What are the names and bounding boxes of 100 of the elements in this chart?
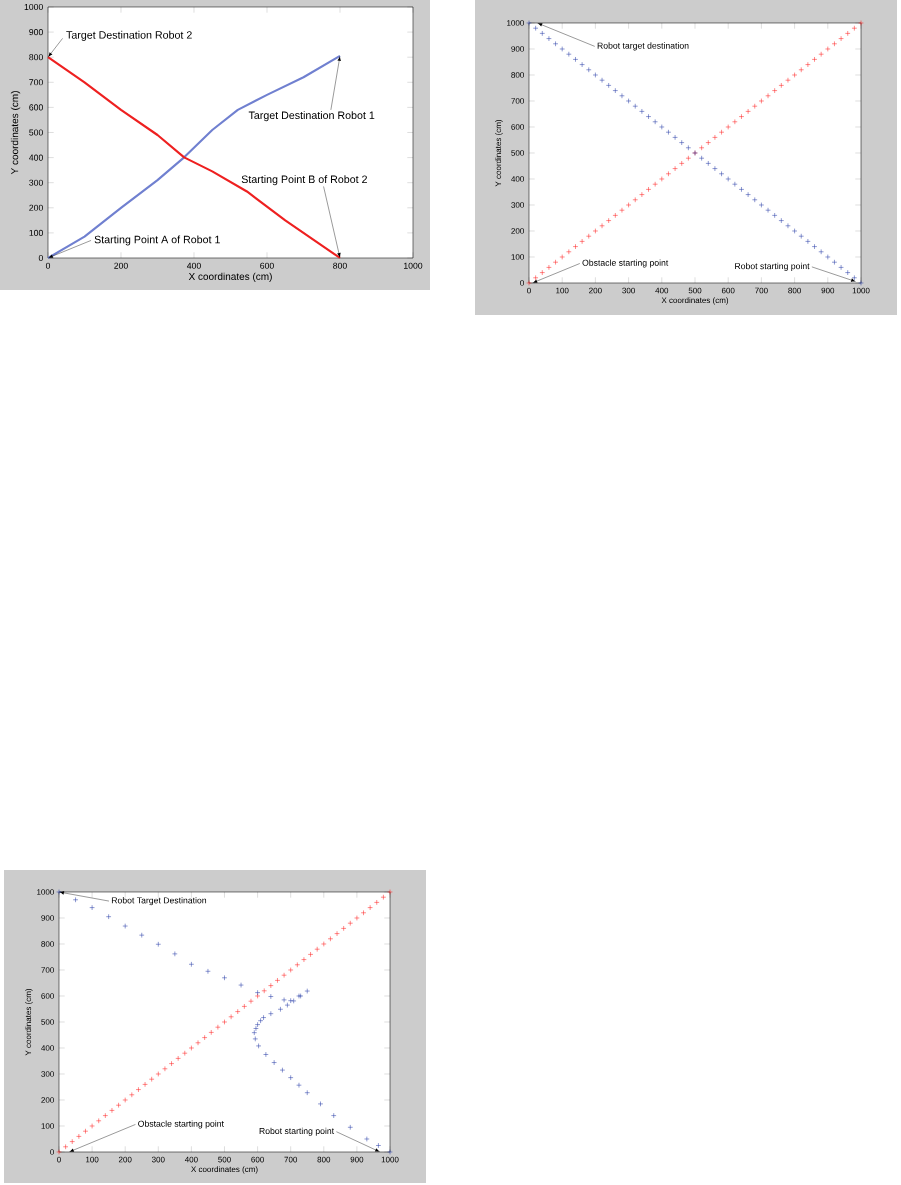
point <box>56 1149 62 1155</box>
point <box>172 951 178 957</box>
x-axis-title: X coordinates (cm) <box>191 1166 258 1174</box>
x-tick-label: 900 <box>821 287 835 294</box>
point <box>579 238 585 245</box>
y-tick-label: 300 <box>41 1071 54 1077</box>
point <box>142 1081 148 1088</box>
point <box>659 124 665 130</box>
point <box>606 82 612 89</box>
point <box>625 202 632 208</box>
x-tick-label: 800 <box>788 287 801 294</box>
point <box>612 212 618 219</box>
y-tick-label: 800 <box>511 72 524 78</box>
point <box>831 259 838 265</box>
point <box>208 1029 214 1036</box>
x-tick-label: 100 <box>86 1156 99 1163</box>
point <box>205 968 211 974</box>
x-tick-label: 300 <box>151 1156 165 1163</box>
y-tick-label: 0 <box>50 1149 54 1155</box>
x-tick-label: 200 <box>114 262 128 269</box>
point <box>705 139 711 146</box>
annotation: Robot Target Destination <box>111 897 207 906</box>
y-tick-label: 1000 <box>507 20 524 26</box>
point <box>334 930 340 937</box>
point <box>122 923 128 929</box>
point <box>162 1066 168 1072</box>
point <box>72 897 79 903</box>
x-tick-label: 500 <box>688 287 702 294</box>
point <box>679 160 685 167</box>
x-tick-label: 100 <box>556 287 569 294</box>
point <box>752 197 758 203</box>
y-tick-label: 700 <box>29 79 43 86</box>
point <box>526 280 532 286</box>
point <box>818 51 824 57</box>
y-tick-label: 300 <box>29 179 43 186</box>
point <box>838 35 844 42</box>
point <box>261 988 267 994</box>
point <box>188 1045 195 1051</box>
point <box>277 1006 284 1012</box>
point <box>546 35 552 42</box>
point <box>718 171 725 177</box>
x-axis-title: X coordinates (cm) <box>188 272 272 282</box>
point <box>845 269 851 276</box>
point <box>752 103 758 109</box>
point <box>858 280 864 286</box>
point <box>758 98 765 104</box>
point <box>122 1097 128 1103</box>
point <box>805 61 811 68</box>
point <box>288 998 294 1004</box>
annotation: Starting Point B of Robot 2 <box>241 175 367 186</box>
point <box>732 181 738 187</box>
x-tick-label: 0 <box>527 287 531 294</box>
point <box>317 1101 324 1107</box>
point <box>552 41 559 47</box>
point <box>374 899 380 906</box>
point <box>129 1092 135 1098</box>
point <box>858 20 864 26</box>
point <box>586 233 592 239</box>
y-tick-label: 900 <box>511 46 524 52</box>
point <box>260 1014 267 1021</box>
annotation: Obstacle starting point <box>582 259 669 268</box>
y-tick-label: 900 <box>29 29 43 36</box>
point <box>798 233 804 239</box>
x-tick-label: 1000 <box>852 287 870 294</box>
point <box>599 77 605 83</box>
y-tick-label: 900 <box>41 915 54 921</box>
x-tick-label: 700 <box>755 287 768 294</box>
point <box>263 1051 269 1058</box>
point <box>785 223 791 229</box>
x-tick-label: 800 <box>333 262 347 269</box>
y-axis-title: Y coordinates (cm) <box>10 91 21 175</box>
point <box>380 894 387 900</box>
point <box>566 249 572 255</box>
point <box>532 275 539 281</box>
point <box>139 932 145 938</box>
y-tick-label: 100 <box>511 254 524 260</box>
point <box>791 72 798 78</box>
annotation: Robot target destination <box>597 42 689 51</box>
point <box>559 46 565 52</box>
point <box>765 93 771 99</box>
point <box>62 1144 69 1150</box>
x-tick-label: 200 <box>118 1156 132 1163</box>
point <box>241 1003 248 1010</box>
point <box>791 228 798 234</box>
point <box>367 904 373 911</box>
y-tick-label: 400 <box>511 176 524 182</box>
point <box>102 1112 109 1119</box>
point <box>745 191 751 198</box>
point <box>685 145 692 151</box>
point <box>255 1043 262 1049</box>
y-tick-label: 1000 <box>24 3 43 11</box>
point <box>732 119 738 125</box>
x-tick-label: 200 <box>589 287 602 294</box>
point <box>268 993 274 1000</box>
x-tick-label: 800 <box>317 1156 331 1163</box>
point <box>76 1133 82 1140</box>
point <box>685 155 692 161</box>
point <box>712 134 718 141</box>
point <box>135 1086 142 1093</box>
point <box>175 1055 181 1062</box>
